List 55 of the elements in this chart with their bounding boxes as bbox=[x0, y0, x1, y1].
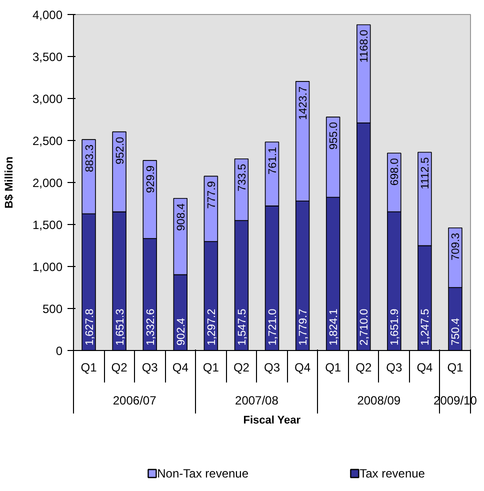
data-label: 1,651.3 bbox=[114, 308, 126, 346]
data-label: 952.0 bbox=[114, 136, 126, 164]
data-label: 1,651.9 bbox=[389, 308, 402, 346]
y-tick-label: 3,500 bbox=[32, 50, 63, 64]
data-label: 750.4 bbox=[450, 318, 462, 346]
data-label: 698.0 bbox=[389, 158, 402, 186]
data-label: 1,627.8 bbox=[84, 308, 96, 346]
x-tick-label: Q2 bbox=[111, 360, 128, 374]
data-label: 1112.5 bbox=[420, 157, 432, 190]
x-tick-label: Q3 bbox=[264, 360, 280, 374]
x-tick-label: Q4 bbox=[294, 360, 311, 374]
data-label: 733.5 bbox=[236, 164, 248, 192]
data-label: 777.9 bbox=[206, 181, 218, 209]
data-label: 2,710.0 bbox=[358, 308, 371, 346]
x-tick-label: Q4 bbox=[172, 360, 189, 374]
data-label: 1,721.0 bbox=[267, 308, 279, 346]
x-tick-label: Q1 bbox=[325, 360, 342, 374]
data-label: 1,297.2 bbox=[206, 308, 218, 346]
data-label: 908.4 bbox=[175, 203, 188, 231]
data-label: 1423.7 bbox=[298, 86, 310, 120]
data-label: 1,824.1 bbox=[328, 308, 340, 346]
text: 2007/08 bbox=[235, 394, 279, 408]
x-tick-label: Q3 bbox=[142, 360, 158, 374]
x-tick-label: Q1 bbox=[447, 360, 464, 374]
x-tick-label: Q2 bbox=[356, 360, 372, 374]
y-tick-label: 1,500 bbox=[32, 218, 63, 232]
x-tick-label: Q1 bbox=[80, 360, 98, 374]
y-tick-label: 4,000 bbox=[32, 8, 63, 22]
text: 2006/07 bbox=[112, 394, 157, 408]
data-label: 709.3 bbox=[450, 232, 462, 260]
data-label: 1,247.5 bbox=[420, 308, 432, 346]
x-tick-label: Q2 bbox=[233, 360, 250, 374]
y-tick-label: 2,000 bbox=[32, 176, 63, 190]
text: 2008/09 bbox=[357, 394, 401, 408]
y-tick-label: 3,000 bbox=[32, 92, 63, 106]
data-label: 902.4 bbox=[175, 318, 188, 346]
data-label: 1,547.5 bbox=[236, 308, 248, 346]
x-axis-title: Fiscal Year bbox=[243, 414, 302, 426]
data-label: 929.9 bbox=[144, 165, 157, 193]
y-tick-label: 2,500 bbox=[32, 134, 63, 148]
y-tick-label: 1,000 bbox=[32, 260, 63, 274]
x-tick-label: Q1 bbox=[202, 360, 220, 374]
data-label: 1,332.6 bbox=[144, 308, 157, 346]
data-label: 883.3 bbox=[84, 144, 96, 172]
legend-label: Non-Tax revenue bbox=[157, 466, 249, 480]
y-axis-title: B$ Million bbox=[3, 156, 16, 208]
x-tick-label: Q3 bbox=[386, 360, 402, 374]
x-tick-label: Q4 bbox=[416, 360, 434, 374]
legend-label: Tax revenue bbox=[360, 466, 426, 480]
data-label: 955.0 bbox=[328, 122, 340, 150]
data-label: 1,779.7 bbox=[298, 308, 310, 346]
y-tick-label: 0 bbox=[56, 344, 63, 358]
data-label: 1168.0 bbox=[358, 30, 371, 63]
data-label: 761.1 bbox=[267, 147, 279, 175]
y-tick-label: 500 bbox=[42, 302, 63, 316]
